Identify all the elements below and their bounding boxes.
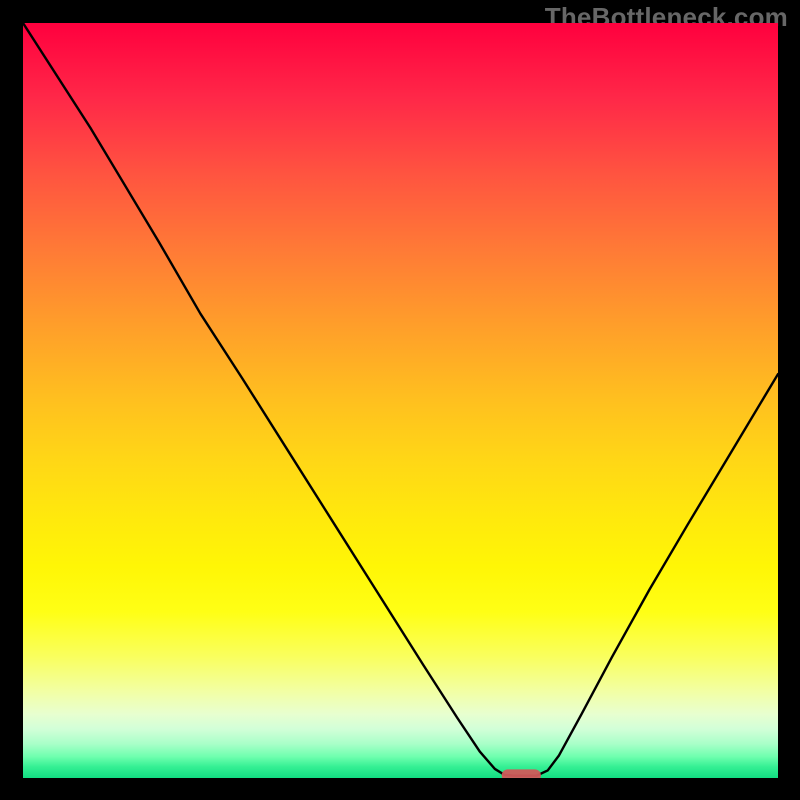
chart-frame: TheBottleneck.com xyxy=(0,0,800,800)
minimum-marker xyxy=(502,769,541,778)
bottleneck-chart xyxy=(23,23,778,778)
plot-background xyxy=(23,23,778,778)
